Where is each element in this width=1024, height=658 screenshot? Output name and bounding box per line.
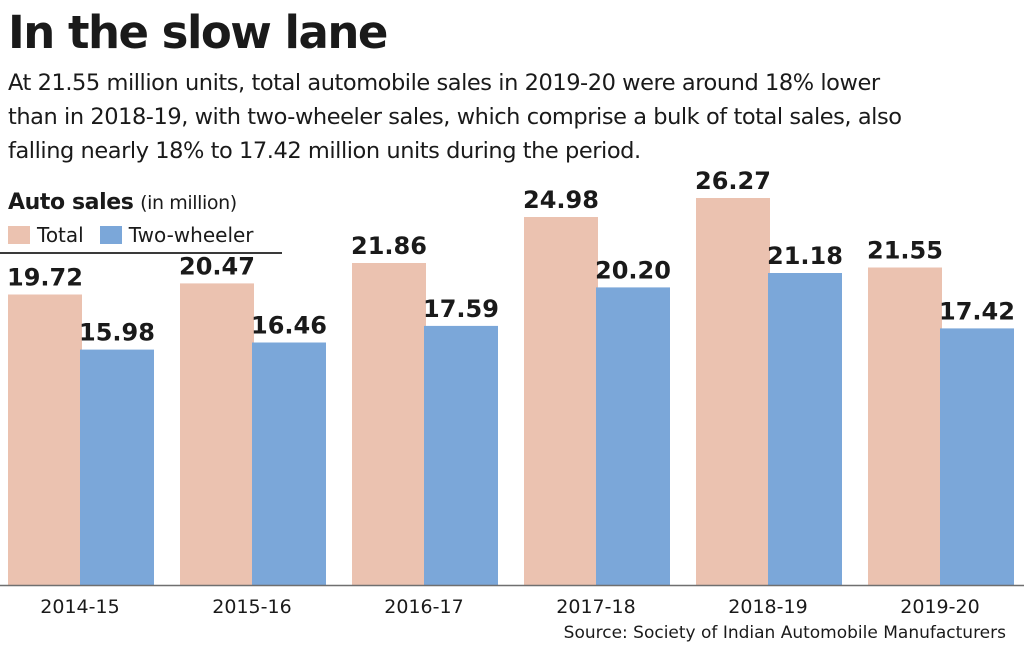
bar-two-wheeler [768, 273, 842, 585]
legend-item-two-wheeler: Two-wheeler [99, 223, 254, 247]
chart-subtitle: At 21.55 million units, total automobile… [8, 66, 1018, 168]
data-label-total: 19.72 [7, 264, 83, 292]
bar-total [180, 283, 254, 585]
bar-total [8, 294, 82, 585]
x-tick-label: 2016-17 [384, 596, 463, 618]
legend-label-total: Total [37, 223, 84, 247]
data-label-two-wheeler: 17.42 [939, 297, 1015, 325]
section-title-text: Auto sales [8, 190, 134, 215]
x-tick-label: 2017-18 [556, 596, 635, 618]
legend-item-total: Total [8, 223, 84, 247]
data-label-two-wheeler: 17.59 [423, 295, 499, 323]
data-label-two-wheeler: 21.18 [767, 242, 843, 270]
source-note: Source: Society of Indian Automobile Man… [563, 623, 1006, 643]
bar-total [352, 263, 426, 585]
bar-total [868, 267, 942, 585]
x-tick-label: 2018-19 [728, 596, 807, 618]
x-tick-label: 2015-16 [212, 596, 291, 618]
data-label-total: 26.27 [695, 167, 771, 195]
data-label-two-wheeler: 15.98 [79, 319, 155, 347]
bar-total [696, 198, 770, 585]
bar-total [524, 217, 598, 585]
data-label-total: 24.98 [523, 186, 599, 214]
section-unit: (in million) [140, 192, 237, 214]
subtitle-line: than in 2018-19, with two-wheeler sales,… [8, 104, 902, 130]
subtitle-line: At 21.55 million units, total automobile… [8, 70, 880, 96]
bar-two-wheeler [940, 328, 1014, 585]
legend-swatch-total [8, 226, 30, 244]
bar-two-wheeler [80, 349, 154, 585]
bar-two-wheeler [424, 325, 498, 585]
legend-divider [0, 252, 282, 254]
x-tick-label: 2019-20 [900, 596, 979, 618]
section-title: Auto sales (in million) [8, 186, 237, 220]
data-label-total: 20.47 [179, 252, 255, 280]
legend-label-two-wheeler: Two-wheeler [128, 223, 254, 247]
x-tick-label: 2014-15 [40, 596, 119, 618]
legend-swatch-two-wheeler [99, 226, 122, 244]
bar-two-wheeler [252, 342, 326, 585]
data-label-total: 21.86 [351, 232, 427, 260]
subtitle-line: falling nearly 18% to 17.42 million unit… [8, 138, 641, 164]
bar-two-wheeler [596, 287, 670, 585]
data-label-total: 21.55 [867, 237, 943, 265]
chart-title: In the slow lane [8, 6, 388, 59]
data-label-two-wheeler: 16.46 [251, 312, 327, 340]
chart-legend: Total Two-wheeler [8, 220, 254, 250]
data-label-two-wheeler: 20.20 [595, 256, 671, 284]
